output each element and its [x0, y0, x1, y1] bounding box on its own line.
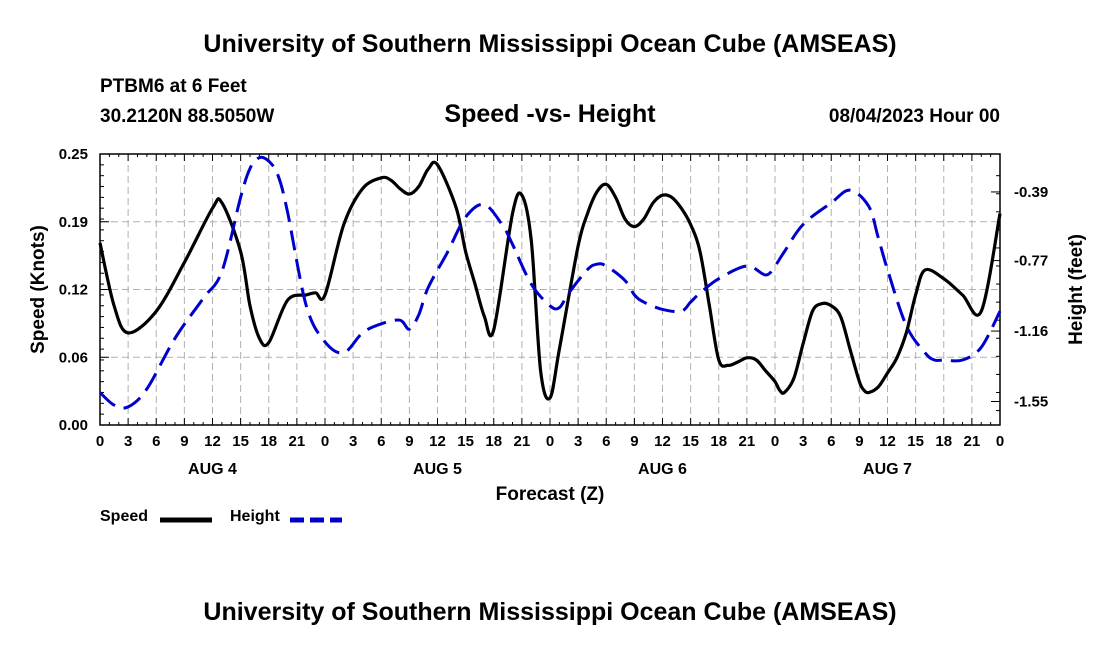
- legend-height-swatch: [290, 517, 342, 523]
- x-tick-label: 12: [204, 433, 221, 450]
- x-tick-label: 0: [96, 433, 104, 450]
- x-tick-label: 3: [799, 433, 807, 450]
- x-tick-label: 0: [321, 433, 329, 450]
- x-tick-label: 15: [907, 433, 924, 450]
- x-tick-label: 18: [260, 433, 277, 450]
- x-tick-label: 18: [935, 433, 952, 450]
- x-tick-label: 3: [574, 433, 582, 450]
- legend-speed-label: Speed: [100, 508, 149, 525]
- legend-speed-swatch: [160, 517, 212, 523]
- x-tick-label: 9: [405, 433, 413, 450]
- x-tick-label: 21: [289, 433, 306, 450]
- day-label: AUG 4: [188, 461, 237, 478]
- x-tick-label: 3: [349, 433, 357, 450]
- x-axis-title: Forecast (Z): [496, 484, 605, 505]
- x-tick-label: 21: [964, 433, 981, 450]
- y-tick-label: 0.00: [59, 417, 88, 434]
- day-label: AUG 6: [638, 461, 687, 478]
- x-tick-label: 18: [485, 433, 502, 450]
- main-title: University of Southern Mississippi Ocean…: [203, 30, 897, 58]
- x-tick-label: 12: [429, 433, 446, 450]
- x-tick-label: 0: [996, 433, 1004, 450]
- y-tick-label: 0.25: [59, 146, 88, 163]
- y2-tick-label: -1.16: [1014, 323, 1048, 340]
- x-tick-label: 12: [654, 433, 671, 450]
- y-tick-label: 0.06: [59, 349, 88, 366]
- x-tick-label: 3: [124, 433, 132, 450]
- y-tick-label: 0.12: [59, 282, 88, 299]
- x-tick-label: 21: [514, 433, 531, 450]
- coordinates-label: 30.2120N 88.5050W: [100, 106, 275, 127]
- x-tick-label: 9: [180, 433, 188, 450]
- forecast-datetime: 08/04/2023 Hour 00: [828, 106, 1000, 127]
- x-tick-label: 21: [739, 433, 756, 450]
- y2-tick-label: -1.55: [1014, 394, 1048, 411]
- x-tick-label: 9: [855, 433, 863, 450]
- chart-subtitle: Speed -vs- Height: [444, 100, 656, 128]
- height-series-line: [98, 155, 1002, 410]
- y2-tick-label: -0.39: [1014, 184, 1048, 201]
- speed-series-line: [98, 160, 1002, 401]
- x-tick-label: 15: [232, 433, 249, 450]
- legend-height-label: Height: [230, 508, 280, 525]
- x-tick-label: 18: [710, 433, 727, 450]
- day-label: AUG 7: [863, 461, 912, 478]
- x-tick-label: 9: [630, 433, 638, 450]
- x-tick-label: 15: [457, 433, 474, 450]
- speed-height-chart: 0 3 6 9 12 15 18 21 0 3 6 9 12 15 18 21 0 3 6 9 12 15 18 21 0 3 6 9…: [28, 146, 1087, 505]
- x-tick-label: 6: [602, 433, 610, 450]
- x-tick-label: 0: [546, 433, 554, 450]
- day-label: AUG 5: [413, 461, 462, 478]
- station-label: PTBM6 at 6 Feet: [100, 76, 247, 97]
- x-tick-label: 15: [682, 433, 699, 450]
- y-tick-label: 0.19: [59, 214, 88, 231]
- x-tick-label: 6: [152, 433, 160, 450]
- plot-frame: [99, 153, 1001, 426]
- y2-tick-label: -0.77: [1014, 253, 1048, 270]
- footer-title: University of Southern Mississippi Ocean…: [203, 598, 897, 626]
- x-tick-label: 12: [879, 433, 896, 450]
- x-tick-label: 6: [827, 433, 835, 450]
- y2-axis-title: Height (feet): [1066, 234, 1087, 345]
- y-axis-title: Speed (Knots): [28, 225, 49, 354]
- x-tick-label: 6: [377, 433, 385, 450]
- x-tick-label: 0: [771, 433, 779, 450]
